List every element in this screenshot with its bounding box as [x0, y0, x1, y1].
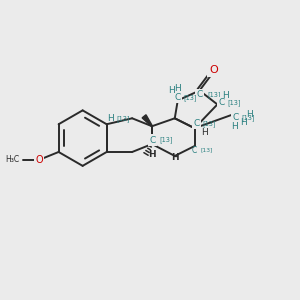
Text: H: H [246, 110, 252, 119]
Text: C: C [218, 98, 224, 107]
Text: H: H [107, 114, 114, 123]
Text: O: O [209, 65, 218, 75]
Text: H: H [174, 84, 181, 93]
Text: H: H [148, 151, 156, 160]
Polygon shape [142, 115, 152, 127]
Text: [13]: [13] [116, 115, 130, 122]
Text: C: C [192, 146, 197, 154]
Text: H: H [231, 122, 238, 131]
Text: C: C [194, 119, 200, 128]
Text: [13]: [13] [200, 148, 213, 152]
Text: [13]: [13] [159, 137, 172, 143]
Text: [13]: [13] [184, 94, 197, 101]
Text: C: C [150, 136, 156, 145]
Text: H: H [171, 153, 178, 162]
Text: O: O [35, 155, 43, 165]
Text: H: H [222, 91, 229, 100]
Text: [13]: [13] [241, 114, 255, 121]
Text: H: H [240, 118, 247, 127]
Text: H: H [201, 128, 208, 137]
Text: [13]: [13] [202, 120, 216, 127]
Text: [13]: [13] [227, 99, 241, 106]
Text: C: C [196, 90, 203, 99]
Text: C: C [232, 113, 238, 122]
Text: H: H [168, 86, 175, 95]
Text: C: C [175, 93, 181, 102]
Text: H₃C: H₃C [5, 155, 19, 164]
Text: [13]: [13] [208, 91, 221, 98]
